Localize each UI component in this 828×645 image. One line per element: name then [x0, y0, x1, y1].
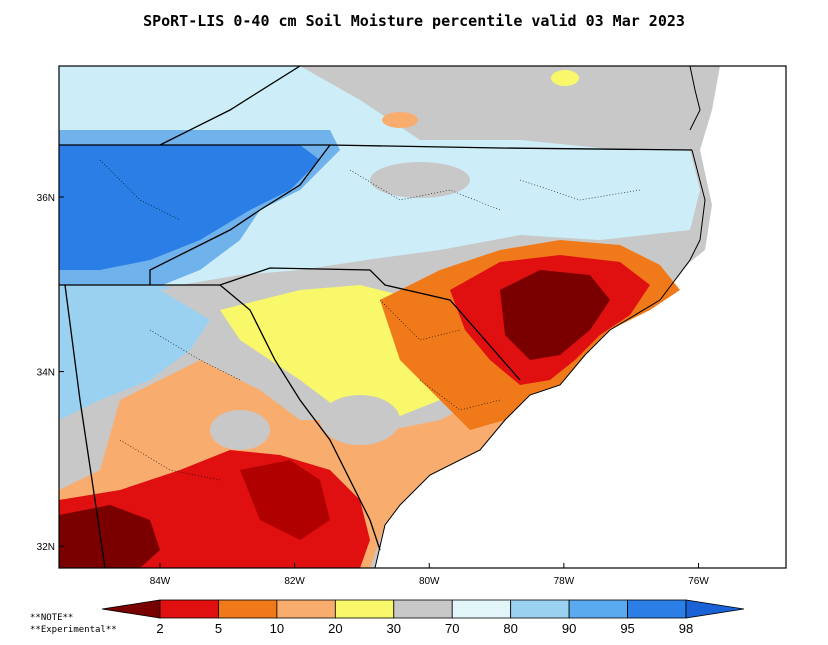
dark-red-core-nc	[500, 270, 610, 360]
dark-red-core-ga2	[240, 460, 330, 540]
county-lines	[99, 159, 641, 481]
blue-lower-zone	[59, 285, 220, 420]
legend-break-label: 5	[215, 621, 222, 636]
notes: **NOTE** **Experimental**	[30, 612, 117, 636]
map-title: SPoRT-LIS 0-40 cm Soil Moisture percenti…	[143, 12, 685, 30]
legend-break-label: 90	[562, 621, 576, 636]
longitude-axis: 84W 82W 80W 78W 76W	[150, 563, 709, 587]
atlantic-ocean	[375, 66, 786, 568]
legend-swatch	[218, 599, 278, 619]
legend-break-label: 2	[156, 621, 163, 636]
lon-tick-label: 84W	[150, 576, 171, 587]
va-md-coast	[689, 66, 701, 131]
legend-break-label: 98	[679, 621, 693, 636]
legend-swatch	[334, 599, 395, 619]
legend-swatch	[510, 599, 570, 619]
gray-patch	[370, 162, 470, 198]
legend-break-label: 10	[270, 621, 284, 636]
legend-swatch	[393, 599, 453, 619]
gray-patch	[210, 410, 270, 450]
legend-swatch	[451, 599, 512, 619]
legend-colorbar: 2 5 10 20 30 70 80 90 95 98	[101, 599, 745, 636]
lon-tick-label: 76W	[688, 576, 709, 587]
lat-tick-label: 32N	[37, 542, 55, 553]
va-wv-border	[159, 66, 301, 146]
legend-break-label: 95	[620, 621, 634, 636]
orange-patch	[382, 112, 418, 128]
gray-patch	[490, 80, 630, 140]
lon-tick-label: 78W	[554, 576, 575, 587]
legend-break-label: 80	[503, 621, 517, 636]
latitude-axis: 36N 34N 32N	[37, 193, 64, 553]
legend-swatch	[276, 599, 336, 619]
gray-patch	[320, 395, 400, 445]
map-field	[59, 66, 786, 568]
coastline	[374, 149, 706, 568]
legend-swatch-high	[685, 599, 745, 619]
state-boundaries	[59, 66, 706, 568]
lat-tick-label: 36N	[37, 193, 55, 204]
dark-red-core-ga	[59, 505, 160, 568]
deep-blue-zone	[59, 145, 320, 270]
legend-break-label: 70	[445, 621, 459, 636]
note-label: **NOTE**	[30, 613, 74, 623]
legend-swatch	[627, 599, 687, 619]
lon-tick-label: 82W	[284, 576, 305, 587]
map-frame	[58, 65, 787, 569]
legend-break-label: 20	[328, 621, 342, 636]
legend-swatch	[159, 599, 219, 619]
legend-swatch	[568, 599, 628, 619]
lon-tick-label: 80W	[419, 576, 440, 587]
experimental-label: **Experimental**	[30, 625, 117, 635]
yellow-patch	[551, 70, 579, 86]
va-nc-border	[59, 144, 693, 151]
tn-nc-border	[149, 144, 331, 285]
legend-break-label: 30	[387, 621, 401, 636]
nc-sc-border	[219, 267, 521, 381]
ga-sc-border	[219, 284, 381, 551]
ga-al-border	[64, 284, 106, 568]
lat-tick-label: 34N	[37, 368, 55, 379]
